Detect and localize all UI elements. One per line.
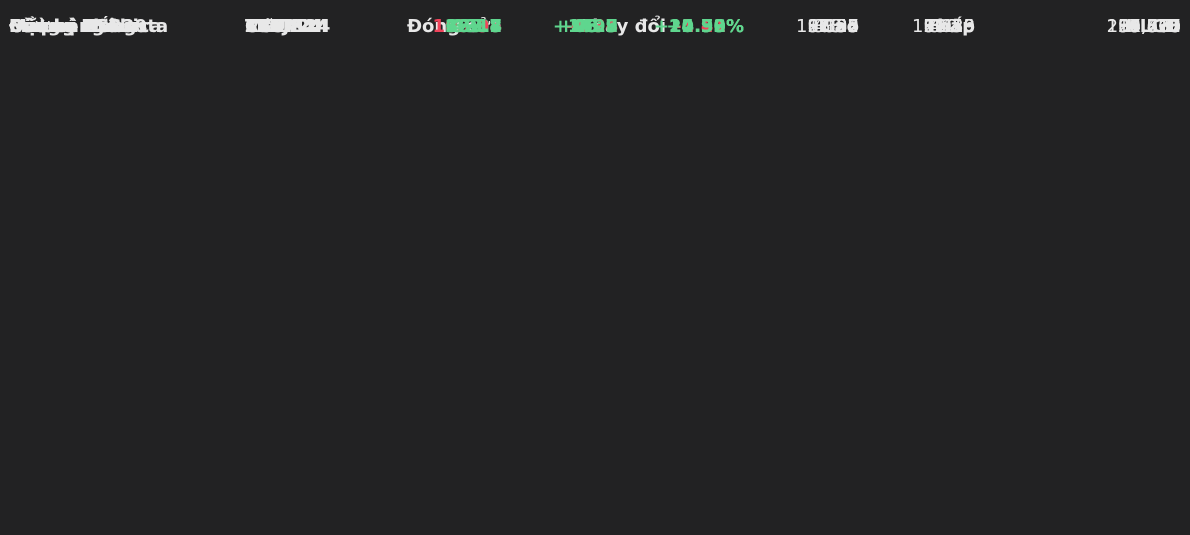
close-price: 4287 xyxy=(451,16,502,37)
low: 4050 xyxy=(929,16,975,37)
volume: 94,607 xyxy=(1118,16,1181,37)
symbol: TRUM24 xyxy=(245,16,329,37)
low: 160.5 xyxy=(923,16,975,37)
change-percent: +0.33% xyxy=(666,16,744,37)
symbol: LRCK24 xyxy=(245,16,323,37)
symbol: ZFTJ24 xyxy=(245,16,315,37)
close-price: 167.7 xyxy=(445,16,502,37)
symbol: CCEK24 xyxy=(245,16,323,37)
volume: 29,568 xyxy=(1118,16,1181,37)
high: 22.23 xyxy=(807,16,859,37)
commodity-name: Đường 11 xyxy=(9,16,107,37)
change: +11 xyxy=(577,16,618,37)
volume: 83,265 xyxy=(1118,16,1181,37)
high: 168.4 xyxy=(807,16,859,37)
symbol: KCEK24 xyxy=(245,16,323,37)
low: 312.8 xyxy=(923,16,975,37)
symbol: CTEK24 xyxy=(245,16,322,37)
table-row: Bông CTEK24 93.94 -1.34 -1.41% 97.53 93.20 94,6… xyxy=(0,16,1190,321)
change: +46.8 xyxy=(558,16,619,37)
high: 625.2 xyxy=(807,16,859,37)
volume: 256,410 xyxy=(1106,16,1181,37)
table-row: Đường 11 SBEK24 22.12 +0.97 +4.59% 22.23 21.13… xyxy=(0,16,1190,375)
column-header: Đóng cửa xyxy=(406,16,502,37)
volume: 30,817 xyxy=(1118,16,1181,37)
symbol: MPOK24 xyxy=(245,16,331,37)
change-percent: +4.33% xyxy=(666,16,744,37)
high: 3335 xyxy=(813,16,859,37)
volume: 119,076 xyxy=(1106,16,1181,37)
volume: 7,861 xyxy=(1129,16,1181,37)
low: 3233 xyxy=(929,16,975,37)
low: 600.8 xyxy=(923,16,975,37)
column-header: Mặt hàng xyxy=(9,16,105,37)
high: 97.53 xyxy=(807,16,859,37)
change: +193 xyxy=(565,16,618,37)
table-row: Cà phê Arabica KCEK24 182.95 -2.25 -1.21% 187… xyxy=(0,16,1190,107)
symbol: LSUK24 xyxy=(245,16,324,37)
change-percent: -1.41% xyxy=(674,16,744,37)
low: 93.20 xyxy=(923,16,975,37)
table-row: Ca cao CCEK24 8018 +1622 +25.36% 8186 6419 119,… xyxy=(0,16,1190,268)
commodity-name: Dầu cọ thô xyxy=(9,16,119,37)
close-price: 360.8 xyxy=(445,16,502,37)
change: +3.8 xyxy=(571,16,618,37)
table-row: Cà phê Robusta LRCK24 3308 +11 +0.33% 3335 323… xyxy=(0,16,1190,161)
table-row: Đường trắng LSUK24 623.4 +25.9 +4.33% 625.2 60… xyxy=(0,16,1190,429)
commodity-name: Cao su RSS3 xyxy=(9,16,135,37)
column-header: Thay đổi xyxy=(579,16,667,37)
column-header: KLGD xyxy=(1125,16,1181,37)
change-percent: +4.59% xyxy=(666,16,744,37)
change-percent: +25.36% xyxy=(653,16,744,37)
high: 8186 xyxy=(813,16,859,37)
low: 6419 xyxy=(929,16,975,37)
change-percent: +14.90% xyxy=(653,16,744,37)
close-price: 182.95 xyxy=(432,16,502,37)
header-row: Mặt hàng Mã Đóng cửa Thay đổi Cao Thấp KLGD xyxy=(0,0,1190,53)
table-row: Dầu cọ thô MPOK24 4287 +193 +4.71% 4327 4050 16… xyxy=(0,16,1190,214)
close-price: 93.94 xyxy=(445,16,502,37)
commodity-name: Cao su TSR20 xyxy=(9,16,147,37)
low: 181.25 xyxy=(912,16,975,37)
high: 4327 xyxy=(813,16,859,37)
table-row: Cao su RSS3 TRUM24 360.8 +46.8 +14.90% 360.8 3… xyxy=(0,16,1190,482)
change-percent: -1.21% xyxy=(674,16,744,37)
high: 360.8 xyxy=(807,16,859,37)
commodity-name: Cà phê Robusta xyxy=(9,16,169,37)
commodity-name: Ca cao xyxy=(9,16,76,37)
table-row: Cao su TSR20 ZFTJ24 167.7 +3.8 +2.32% 168.4 16… xyxy=(0,16,1190,535)
commodity-name: Đường trắng xyxy=(9,16,137,37)
high: 187.90 xyxy=(796,16,859,37)
change: -1.34 xyxy=(566,16,618,37)
low: 21.13 xyxy=(923,16,975,37)
change: +25.9 xyxy=(558,16,619,37)
change-percent: +4.71% xyxy=(666,16,744,37)
column-header: Cao xyxy=(821,16,859,37)
close-price: 22.12 xyxy=(445,16,502,37)
column-header: Thấp xyxy=(924,16,975,37)
volume: 168,838 xyxy=(1106,16,1181,37)
close-price: 3308 xyxy=(451,16,502,37)
commodity-name: Bông xyxy=(9,16,61,37)
change: -2.25 xyxy=(566,16,618,37)
volume: 1,768 xyxy=(1129,16,1181,37)
change-percent: +2.32% xyxy=(666,16,744,37)
column-header: Mã xyxy=(245,16,276,37)
commodity-name: Cà phê Arabica xyxy=(9,16,162,37)
close-price: 8018 xyxy=(451,16,502,37)
change: +0.97 xyxy=(558,16,619,37)
symbol: SBEK24 xyxy=(245,16,323,37)
close-price: 623.4 xyxy=(445,16,502,37)
change: +1622 xyxy=(552,16,618,37)
